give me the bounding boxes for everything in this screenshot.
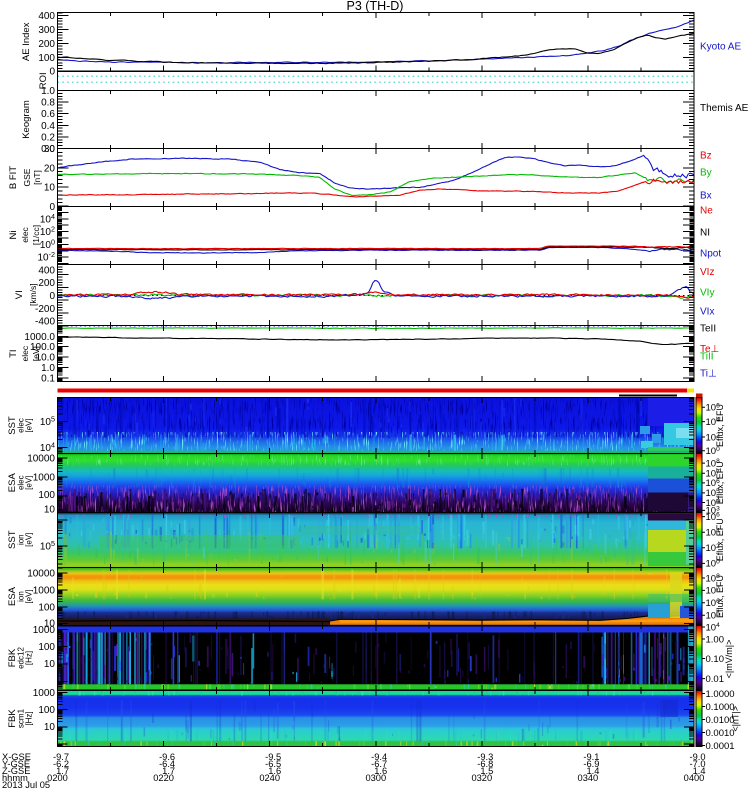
svg-text:1000: 1000 bbox=[33, 473, 56, 484]
svg-text:1.0: 1.0 bbox=[41, 363, 55, 374]
svg-text:0.01: 0.01 bbox=[706, 674, 725, 685]
svg-text:P3 (TH-D): P3 (TH-D) bbox=[347, 0, 404, 13]
svg-text:0.10: 0.10 bbox=[706, 654, 725, 665]
svg-text:0.0001: 0.0001 bbox=[706, 741, 735, 752]
svg-text:Eflux, EFU: Eflux, EFU bbox=[715, 461, 725, 504]
svg-text:0320: 0320 bbox=[471, 773, 492, 783]
svg-text:10: 10 bbox=[44, 659, 56, 670]
svg-text:10000: 10000 bbox=[27, 569, 55, 580]
svg-text:100: 100 bbox=[38, 642, 55, 653]
svg-text:[eV]: [eV] bbox=[25, 418, 34, 432]
svg-text:Bx: Bx bbox=[700, 191, 712, 202]
svg-text:[eV]: [eV] bbox=[31, 346, 41, 361]
svg-text:Bz: Bz bbox=[700, 151, 712, 162]
svg-text:[Hz]: [Hz] bbox=[25, 711, 34, 725]
svg-text:1000: 1000 bbox=[33, 688, 56, 699]
svg-text:NI: NI bbox=[700, 228, 710, 239]
svg-text:1000: 1000 bbox=[33, 625, 56, 636]
svg-text:elec: elec bbox=[20, 226, 30, 242]
svg-text:VIx: VIx bbox=[700, 307, 714, 318]
svg-text:Eflux, EFU: Eflux, EFU bbox=[715, 575, 725, 618]
svg-text:VIy: VIy bbox=[700, 288, 714, 299]
svg-text:0240: 0240 bbox=[259, 773, 280, 783]
svg-text:0220: 0220 bbox=[153, 773, 174, 783]
svg-text:10: 10 bbox=[44, 722, 56, 733]
svg-text:TI: TI bbox=[8, 349, 19, 357]
svg-text:10: 10 bbox=[44, 183, 56, 194]
svg-text:10000: 10000 bbox=[27, 454, 55, 465]
svg-text:Eflux, EFU: Eflux, EFU bbox=[715, 404, 725, 447]
svg-text:GSE: GSE bbox=[22, 168, 32, 186]
svg-text:1.00: 1.00 bbox=[706, 634, 725, 645]
svg-text:Npot: Npot bbox=[700, 249, 721, 260]
svg-text:[eV]: [eV] bbox=[25, 533, 34, 547]
svg-text:Keogram: Keogram bbox=[21, 100, 32, 139]
svg-text:[eV]: [eV] bbox=[25, 476, 34, 490]
svg-text:VI: VI bbox=[14, 290, 25, 299]
svg-text:30: 30 bbox=[44, 144, 56, 155]
svg-text:400: 400 bbox=[38, 11, 55, 22]
svg-text:Ni: Ni bbox=[8, 231, 19, 240]
svg-text:elec: elec bbox=[20, 345, 30, 361]
svg-text:Ti⊥: Ti⊥ bbox=[700, 369, 717, 380]
svg-text:<|mV/m|>: <|mV/m|> bbox=[724, 640, 734, 679]
svg-text:0.8: 0.8 bbox=[41, 98, 55, 109]
svg-text:10: 10 bbox=[44, 505, 56, 516]
svg-text:Kyoto AE: Kyoto AE bbox=[700, 42, 741, 53]
svg-text:ROI: ROI bbox=[38, 72, 49, 89]
svg-text:200: 200 bbox=[38, 39, 55, 50]
svg-text:TeII: TeII bbox=[700, 324, 716, 335]
svg-text:0.4: 0.4 bbox=[41, 121, 55, 132]
svg-text:100: 100 bbox=[38, 602, 55, 613]
svg-text:VIz: VIz bbox=[700, 267, 714, 278]
svg-text:AE Index: AE Index bbox=[21, 22, 32, 61]
svg-text:0.6: 0.6 bbox=[41, 109, 55, 120]
svg-text:B FIT: B FIT bbox=[8, 166, 19, 189]
svg-text:[Hz]: [Hz] bbox=[25, 651, 34, 665]
svg-text:100: 100 bbox=[38, 53, 55, 64]
svg-text:100: 100 bbox=[38, 490, 55, 501]
svg-text:0: 0 bbox=[49, 291, 55, 302]
svg-text:Eflux, EFU: Eflux, EFU bbox=[715, 518, 725, 561]
svg-text:200: 200 bbox=[38, 278, 55, 289]
svg-text:1000.0: 1000.0 bbox=[24, 332, 55, 343]
svg-text:0340: 0340 bbox=[578, 773, 599, 783]
svg-text:[eV]: [eV] bbox=[25, 589, 34, 603]
svg-text:0200: 0200 bbox=[47, 773, 68, 783]
svg-text:[nT]: [nT] bbox=[32, 170, 42, 185]
svg-text:0400: 0400 bbox=[684, 773, 705, 783]
svg-text:-200: -200 bbox=[35, 304, 55, 315]
svg-text:By: By bbox=[700, 168, 712, 179]
svg-text:20: 20 bbox=[44, 163, 56, 174]
svg-text:0.2: 0.2 bbox=[41, 132, 55, 143]
svg-text:-400: -400 bbox=[35, 317, 55, 328]
svg-text:1000: 1000 bbox=[33, 586, 56, 597]
svg-text:300: 300 bbox=[38, 25, 55, 36]
svg-text:Themis AE: Themis AE bbox=[700, 103, 749, 114]
svg-text:400: 400 bbox=[38, 265, 55, 276]
svg-text:0300: 0300 bbox=[365, 773, 386, 783]
svg-text:2013 Jul 05: 2013 Jul 05 bbox=[2, 780, 50, 790]
svg-text:[km/s]: [km/s] bbox=[28, 283, 38, 306]
svg-text:0.1: 0.1 bbox=[41, 373, 55, 384]
svg-text:0: 0 bbox=[49, 67, 55, 78]
svg-text:TiII: TiII bbox=[700, 352, 714, 363]
svg-text:<|nT|>: <|nT|> bbox=[731, 706, 741, 732]
svg-text:100: 100 bbox=[38, 705, 55, 716]
svg-text:1.0000: 1.0000 bbox=[706, 689, 735, 700]
svg-text:[1/cc]: [1/cc] bbox=[31, 225, 41, 245]
svg-text:Ne: Ne bbox=[700, 206, 713, 217]
